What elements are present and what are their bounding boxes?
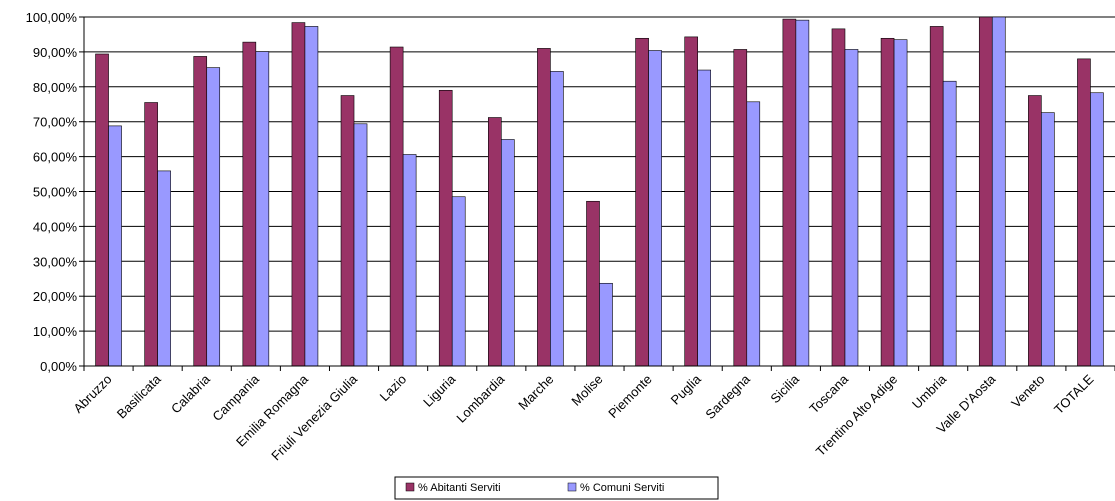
x-tick-label-sardegna: Sardegna [702,371,753,422]
bar-basilicata-abitanti [144,102,158,367]
bar-totale-abitanti [1077,58,1091,367]
bar-campania-abitanti [242,41,257,367]
legend-swatch-comuni [567,482,577,492]
bar-trentino-alto-adige-abitanti [880,37,895,367]
bar-lazio-comuni [402,154,417,367]
bar-molise-comuni [599,282,613,367]
y-tick-label: 90,00% [33,45,78,60]
y-tick-label: 10,00% [33,324,78,339]
bar-toscana-abitanti [831,28,846,367]
bar-molise-abitanti [586,200,600,367]
bar-veneto-abitanti [1028,95,1042,367]
x-tick-label-sicilia: Sicilia [767,371,802,406]
x-tick-label-calabria: Calabria [168,371,213,416]
legend: % Abitanti Serviti % Comuni Serviti [394,476,719,500]
bar-toscana-comuni [844,49,859,367]
bar-totale-comuni [1090,92,1104,367]
x-tick-label-lombardia: Lombardia [453,371,508,426]
x-tick-label-toscana: Toscana [806,371,851,416]
bar-abruzzo-abitanti [95,53,109,367]
x-tick-label-molise: Molise [568,372,605,409]
y-tick-label: 50,00% [33,185,78,200]
bar-puglia-abitanti [684,36,698,367]
bar-umbria-comuni [942,80,957,367]
y-tick-label: 80,00% [33,80,78,95]
x-tick-label-trentino-alto-adige: Trentino Alto Adige [813,372,900,459]
bar-calabria-abitanti [193,56,208,367]
x-axis-ticks: Abruzzo Basilicata CalabriaCampaniaEmilia … [70,366,1115,463]
bar-sardegna-comuni [746,101,761,367]
y-tick-label: 30,00% [33,254,78,269]
legend-label-comuni: % Comuni Serviti [580,482,664,494]
axes [83,17,1115,367]
y-tick-label: 70,00% [33,115,78,130]
x-tick-label-umbria: Umbria [909,371,950,412]
bar-emilia-romagna-abitanti [291,22,306,367]
x-tick-label-friuli-venezia-giulia: Friuli Venezia Giulia [268,371,360,463]
x-tick-label-abruzzo: Abruzzo [70,372,114,416]
y-tick-label: 40,00% [33,219,78,234]
bar-lombardia-comuni [501,139,515,367]
legend-box [394,476,719,500]
x-tick-label-veneto: Veneto [1008,372,1047,411]
bar-sicilia-comuni [795,19,810,367]
x-tick-label-liguria: Liguria [420,371,459,410]
bar-valle-d-aosta-comuni [991,16,1006,367]
bars [95,16,1104,367]
bar-sardegna-abitanti [733,49,748,367]
x-tick-label-puglia: Puglia [668,371,705,408]
y-tick-label: 60,00% [33,150,78,165]
bar-piemonte-abitanti [635,37,649,367]
bar-basilicata-comuni [157,170,171,367]
y-tick-label: 100,00% [26,10,78,25]
bar-friuli-venezia-giulia-comuni [353,123,368,367]
bar-trentino-alto-adige-comuni [893,39,908,367]
bar-valle-d-aosta-abitanti [978,16,993,367]
x-tick-label-marche: Marche [515,372,556,413]
bar-liguria-comuni [451,196,466,367]
y-axis-ticks: 0,00% 10,00% 20,00% 30,00% 40,00% 50,00% 60,00… [26,10,84,374]
bar-veneto-comuni [1041,112,1055,367]
x-tick-label-totale: TOTALE [1051,371,1097,417]
bar-puglia-comuni [697,69,711,367]
bar-calabria-comuni [206,67,221,367]
bar-campania-comuni [255,51,270,367]
bar-lombardia-abitanti [488,117,502,367]
legend-swatch-abitanti [405,482,415,492]
bar-piemonte-comuni [648,50,662,367]
x-tick-label-basilicata: Basilicata [114,371,164,421]
bar-marche-abitanti [537,48,551,367]
y-tick-label: 20,00% [33,289,78,304]
y-tick-label: 0,00% [40,359,77,374]
bar-umbria-abitanti [929,26,944,367]
bar-emilia-romagna-comuni [304,26,319,367]
bar-abruzzo-comuni [108,125,122,367]
bar-liguria-abitanti [438,89,453,367]
bar-sicilia-abitanti [782,18,797,367]
bar-lazio-abitanti [389,46,404,367]
x-tick-label-piemonte: Piemonte [605,372,654,421]
x-tick-label-lazio: Lazio [377,372,410,405]
legend-label-abitanti: % Abitanti Serviti [418,482,501,494]
bar-marche-comuni [550,71,564,367]
bar-friuli-venezia-giulia-abitanti [340,95,355,367]
